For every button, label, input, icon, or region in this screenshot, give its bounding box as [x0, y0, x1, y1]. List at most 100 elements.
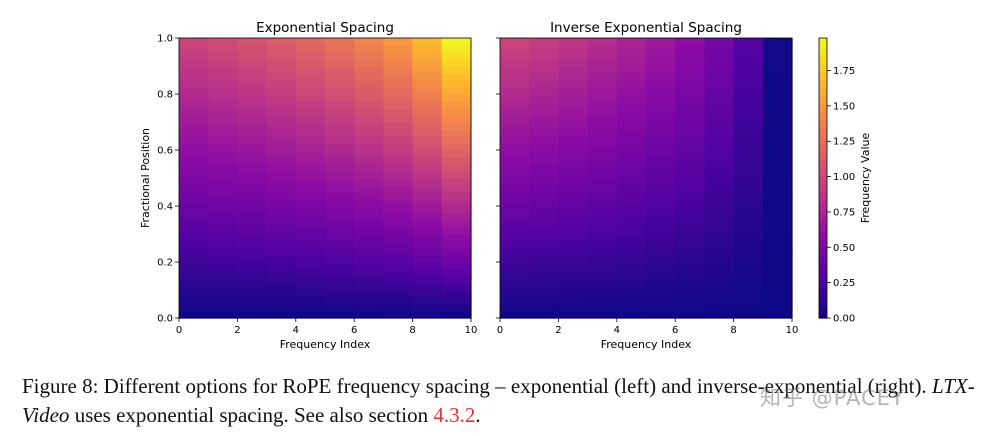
- heatmap-cell: [237, 262, 268, 270]
- heatmap-cell: [441, 206, 472, 214]
- heatmap-cell: [237, 220, 268, 228]
- heatmap-cell: [646, 248, 676, 256]
- heatmap-cell: [179, 311, 209, 319]
- heatmap-cell: [733, 52, 764, 60]
- heatmap-cell: [266, 87, 297, 95]
- heatmap-cell: [441, 136, 472, 144]
- colorbar-segment: [819, 224, 827, 228]
- heatmap-cell: [616, 150, 647, 158]
- heatmap-cell: [441, 283, 472, 291]
- heatmap-cell: [237, 38, 268, 46]
- heatmap-cell: [266, 255, 297, 263]
- colorbar-segment: [819, 266, 827, 270]
- heatmap-cell: [383, 227, 414, 235]
- colorbar-segment: [819, 166, 827, 170]
- heatmap-cell: [646, 164, 676, 172]
- heatmap-cell: [704, 129, 735, 137]
- heatmap-cell: [412, 66, 443, 74]
- heatmap-cell: [587, 304, 618, 312]
- heatmap-cell: [762, 38, 793, 46]
- heatmap-cell: [500, 220, 530, 228]
- heatmap-cell: [441, 101, 472, 109]
- heatmap-cell: [441, 248, 472, 256]
- heatmap-cell: [733, 59, 764, 67]
- heatmap-cell: [587, 262, 618, 270]
- heatmap-cell: [208, 255, 238, 263]
- colorbar-segment: [819, 248, 827, 251]
- heatmap-cell: [558, 108, 589, 116]
- heatmap-cell: [704, 192, 735, 200]
- heatmap-cell: [383, 52, 414, 60]
- colorbar-segment: [819, 54, 827, 58]
- heatmap-cell: [762, 241, 793, 249]
- heatmap-cell: [675, 52, 705, 60]
- colorbar-segment: [819, 301, 827, 305]
- caption-prefix: Figure 8: Different options for RoPE fre…: [22, 374, 932, 398]
- heatmap-cell: [208, 52, 238, 60]
- heatmap-cell: [325, 234, 355, 242]
- heatmap-cell: [646, 213, 676, 221]
- heatmap-cell: [558, 213, 589, 221]
- heatmap-cell: [646, 269, 676, 277]
- heatmap-cell: [704, 185, 735, 193]
- heatmap-cell: [500, 157, 530, 165]
- colorbar-segment: [819, 311, 827, 314]
- colorbar-segment: [819, 59, 827, 62]
- heatmap-cell: [412, 101, 443, 109]
- heatmap-cell: [733, 262, 764, 270]
- heatmap-cell: [704, 101, 735, 109]
- heatmap-cell: [208, 248, 238, 256]
- heatmap-cell: [558, 283, 589, 291]
- heatmap-cell: [295, 304, 326, 312]
- colorbar-segment: [819, 189, 827, 193]
- heatmap-cell: [733, 297, 764, 305]
- heatmap-cell: [529, 283, 559, 291]
- heatmap-cell: [441, 87, 472, 95]
- x-tick-label: 2: [234, 325, 240, 336]
- colorbar-segment: [819, 222, 827, 226]
- colorbar-segment: [819, 276, 827, 279]
- heatmap-cell: [266, 101, 297, 109]
- heatmap-cell: [441, 220, 472, 228]
- section-link[interactable]: 4.3.2: [433, 403, 476, 427]
- x-tick-label: 2: [555, 325, 561, 336]
- heatmap-cell: [179, 234, 209, 242]
- heatmap-cell: [529, 108, 559, 116]
- heatmap-cell: [208, 185, 238, 193]
- heatmap-cell: [704, 199, 735, 207]
- heatmap-cell: [237, 52, 268, 60]
- heatmap-cell: [675, 80, 705, 88]
- heatmap-cell: [587, 73, 618, 81]
- colorbar-segment: [819, 122, 827, 125]
- heatmap-cell: [762, 94, 793, 102]
- colorbar-segment: [819, 91, 827, 95]
- heatmap-cell: [441, 150, 472, 158]
- y-tick-label: 0.8: [157, 90, 173, 101]
- colorbar-segment: [819, 292, 827, 296]
- heatmap-cell: [558, 150, 589, 158]
- heatmap-cell: [500, 199, 530, 207]
- heatmap-cell: [675, 164, 705, 172]
- y-tick-label: 0.6: [157, 146, 173, 157]
- colorbar-tick-label: 0.50: [833, 243, 855, 254]
- heatmap-cell: [354, 59, 384, 67]
- heatmap-cell: [587, 136, 618, 144]
- heatmap-cell: [412, 80, 443, 88]
- heatmap-cell: [441, 115, 472, 123]
- heatmap-cell: [646, 199, 676, 207]
- heatmap-cell: [733, 143, 764, 151]
- heatmap-cell: [646, 52, 676, 60]
- heatmap-cell: [383, 199, 414, 207]
- heatmap-cell: [704, 220, 735, 228]
- heatmap-cell: [733, 220, 764, 228]
- heatmap-cell: [179, 178, 209, 186]
- heatmap-cell: [529, 129, 559, 137]
- heatmap-cell: [237, 248, 268, 256]
- heatmap-cell: [179, 115, 209, 123]
- heatmap-cell: [383, 234, 414, 242]
- heatmap-cell: [237, 276, 268, 284]
- heatmap-cell: [529, 178, 559, 186]
- colorbar-segment: [819, 290, 827, 293]
- heatmap-cell: [558, 101, 589, 109]
- heatmap-cell: [762, 108, 793, 116]
